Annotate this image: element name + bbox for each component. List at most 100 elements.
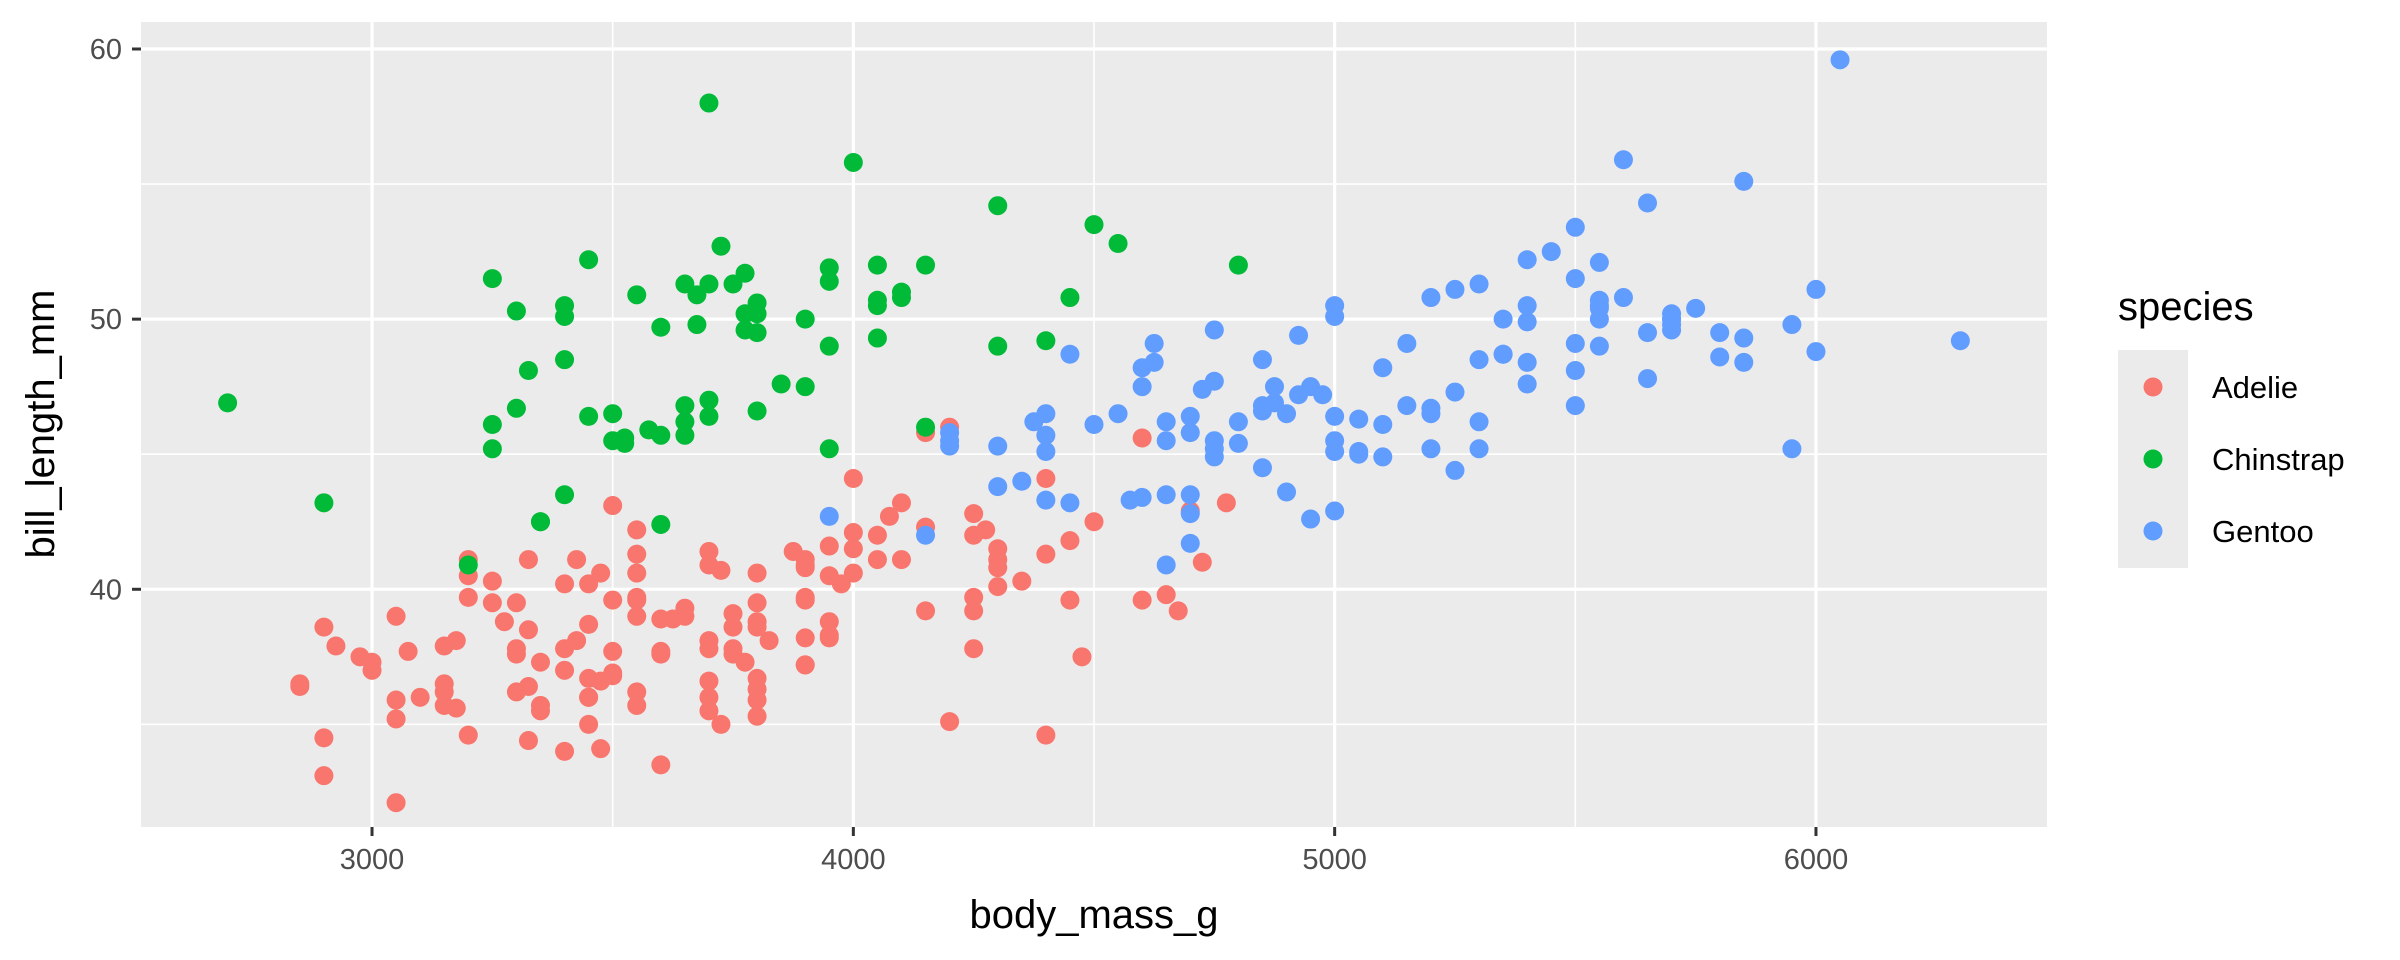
- adelie-point: [579, 687, 599, 707]
- gentoo-point: [1289, 385, 1309, 405]
- gentoo-point: [1421, 439, 1441, 459]
- chinstrap-point: [675, 425, 695, 445]
- gentoo-point: [1373, 415, 1393, 434]
- adelie-point: [434, 682, 454, 702]
- gentoo-point: [1469, 350, 1489, 370]
- minor-gridlines: [141, 22, 2047, 827]
- chinstrap-point: [735, 320, 755, 340]
- adelie-point: [699, 701, 719, 721]
- adelie-point: [579, 714, 599, 734]
- gentoo-point: [1180, 423, 1200, 443]
- gentoo-point: [1144, 352, 1164, 372]
- adelie-point: [627, 520, 647, 540]
- gentoo-point: [1252, 396, 1272, 416]
- adelie-point: [410, 687, 430, 707]
- chinstrap-point: [579, 250, 599, 270]
- adelie-point: [555, 741, 575, 761]
- y-axis: 40 50 60: [90, 34, 141, 606]
- adelie-point: [555, 574, 575, 594]
- legend-label-gentoo: Gentoo: [2212, 514, 2314, 549]
- adelie-point: [591, 563, 611, 583]
- chinstrap-point: [1228, 255, 1248, 275]
- gentoo-point: [916, 525, 936, 545]
- gentoo-point: [1565, 217, 1585, 237]
- adelie-point: [446, 698, 466, 718]
- gentoo-point: [1638, 193, 1658, 213]
- chinstrap-point: [747, 401, 767, 421]
- chinstrap-point: [819, 336, 839, 356]
- gentoo-point: [1252, 458, 1272, 478]
- gentoo-point: [1734, 328, 1754, 348]
- gentoo-point: [1228, 412, 1248, 432]
- chinstrap-point: [530, 512, 550, 532]
- gentoo-point: [1277, 482, 1297, 502]
- gentoo-point: [1517, 312, 1537, 332]
- chinstrap-point: [843, 152, 863, 172]
- adelie-point: [964, 639, 984, 659]
- adelie-point: [591, 739, 611, 759]
- gentoo-point: [1782, 439, 1802, 459]
- gentoo-point: [1036, 442, 1056, 462]
- adelie-point: [867, 550, 887, 570]
- adelie-point: [290, 677, 310, 697]
- chinstrap-point: [615, 428, 635, 448]
- adelie-point: [627, 695, 647, 715]
- gentoo-point: [1517, 296, 1537, 316]
- gentoo-point: [1156, 555, 1176, 575]
- adelie-point: [831, 574, 851, 594]
- adelie-point: [314, 766, 334, 786]
- adelie-point: [386, 606, 406, 626]
- gentoo-point: [1565, 333, 1585, 353]
- adelie-point: [699, 687, 719, 707]
- adelie-point: [1036, 725, 1056, 745]
- adelie-point: [759, 631, 779, 651]
- gentoo-point: [1349, 444, 1369, 464]
- adelie-point: [819, 536, 839, 556]
- gentoo-point: [1373, 447, 1393, 467]
- gentoo-point: [1325, 501, 1345, 521]
- adelie-point: [314, 728, 334, 748]
- adelie-point: [723, 617, 743, 637]
- adelie-point: [518, 550, 538, 570]
- gentoo-point: [1301, 509, 1321, 529]
- chinstrap-point: [735, 304, 755, 324]
- adelie-point: [747, 679, 767, 699]
- chinstrap-point: [819, 439, 839, 459]
- gentoo-point: [1469, 274, 1489, 294]
- gentoo-point: [1156, 485, 1176, 505]
- adelie-point: [699, 541, 719, 561]
- gentoo-point: [1493, 309, 1513, 329]
- chinstrap-point: [218, 393, 238, 413]
- chinstrap-point: [819, 258, 839, 278]
- chinstrap-point: [1060, 288, 1080, 308]
- gentoo-point: [1710, 347, 1730, 367]
- y-tick-label: 60: [90, 34, 122, 66]
- adelie-point: [699, 631, 719, 651]
- chinstrap-point: [675, 412, 695, 432]
- gentoo-point: [1734, 171, 1754, 191]
- legend-label-chinstrap: Chinstrap: [2212, 442, 2345, 477]
- gentoo-point: [1613, 288, 1633, 308]
- chinstrap-point: [1036, 331, 1056, 351]
- adelie-point: [603, 496, 623, 516]
- gentoo-point: [1445, 382, 1465, 402]
- adelie-point: [386, 793, 406, 813]
- adelie-point: [591, 671, 611, 691]
- gentoo-point: [1710, 323, 1730, 343]
- adelie-point: [843, 523, 863, 543]
- adelie-point: [458, 725, 478, 745]
- adelie-point: [386, 709, 406, 729]
- y-tick-label: 40: [90, 574, 122, 606]
- adelie-point: [675, 606, 695, 626]
- chinstrap-point: [506, 301, 526, 321]
- adelie-point: [1060, 590, 1080, 610]
- gentoo-point: [1565, 269, 1585, 289]
- chinstrap-point: [482, 269, 502, 289]
- adelie-point: [1132, 428, 1152, 448]
- adelie-point: [1060, 531, 1080, 551]
- adelie-point: [555, 660, 575, 680]
- gentoo-point: [1144, 333, 1164, 353]
- adelie-point: [843, 469, 863, 489]
- chinstrap-point: [518, 360, 538, 380]
- adelie-point: [518, 620, 538, 640]
